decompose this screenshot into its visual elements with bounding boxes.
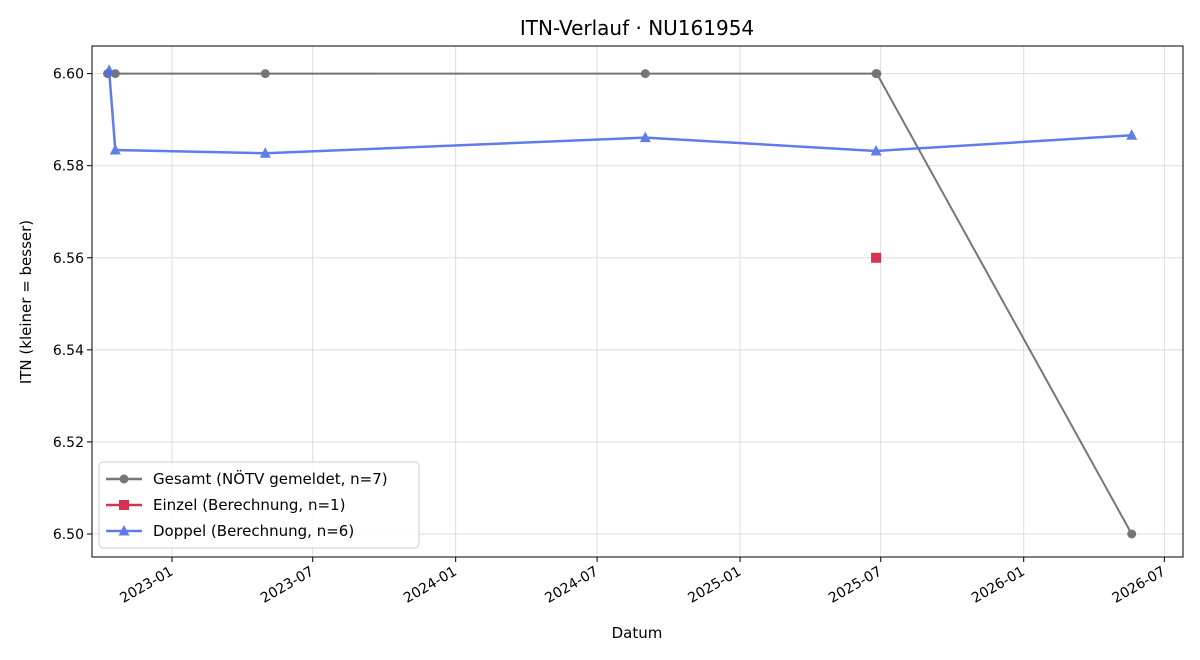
series-area bbox=[103, 64, 1138, 539]
series-2 bbox=[103, 64, 1138, 158]
x-tick-label: 2023-01 bbox=[117, 564, 176, 607]
data-point bbox=[1127, 529, 1137, 539]
series-line bbox=[107, 70, 1132, 155]
data-point bbox=[872, 69, 882, 79]
y-tick-label: 6.54 bbox=[53, 343, 84, 359]
y-tick-label: 6.52 bbox=[53, 435, 84, 451]
data-point bbox=[110, 69, 120, 79]
legend: Gesamt (NÖTV gemeldet, n=7) Einzel (Berec… bbox=[98, 461, 420, 549]
data-point bbox=[103, 64, 115, 75]
y-axis-title: ITN (kleiner = besser) bbox=[17, 220, 35, 384]
x-tick-label: 2026-01 bbox=[969, 564, 1028, 607]
chart-title: ITN-Verlauf · NU161954 bbox=[520, 16, 754, 40]
legend-box bbox=[98, 461, 420, 549]
data-point bbox=[1126, 129, 1138, 140]
y-tick-label: 6.58 bbox=[53, 159, 84, 175]
plot-frame bbox=[91, 45, 1184, 558]
data-point bbox=[109, 144, 121, 155]
x-tick-label: 2024-07 bbox=[542, 564, 601, 607]
x-axis: 2023-01 2023-07 2024-01 2024-07 2025-01 2025-… bbox=[117, 557, 1168, 607]
legend-marker bbox=[118, 525, 130, 536]
data-point bbox=[640, 69, 650, 79]
legend-label: Einzel (Berechnung, n=1) bbox=[153, 496, 345, 514]
x-tick-label: 2026-07 bbox=[1110, 564, 1169, 607]
data-point bbox=[870, 144, 882, 156]
series-1 bbox=[871, 252, 882, 263]
legend-entry bbox=[106, 474, 142, 484]
y-tick-label: 6.56 bbox=[53, 251, 84, 267]
y-axis: 6.50 6.52 6.54 6.56 6.58 6.60 bbox=[53, 67, 92, 543]
x-tick-label: 2025-07 bbox=[826, 564, 885, 607]
legend-label: Doppel (Berechnung, n=6) bbox=[153, 522, 354, 540]
y-tick-label: 6.50 bbox=[53, 527, 84, 543]
y-tick-label: 6.60 bbox=[53, 67, 84, 83]
x-axis-title: Datum bbox=[612, 624, 663, 642]
legend-marker bbox=[119, 500, 129, 510]
x-tick-label: 2024-01 bbox=[401, 564, 460, 607]
data-point bbox=[259, 147, 271, 158]
data-point bbox=[260, 69, 270, 79]
legend-marker bbox=[119, 474, 129, 484]
legend-entry bbox=[106, 500, 142, 510]
data-point bbox=[871, 252, 882, 263]
x-tick-label: 2025-01 bbox=[685, 564, 744, 607]
data-point bbox=[639, 131, 651, 143]
x-tick-label: 2023-07 bbox=[258, 564, 317, 607]
legend-label: Gesamt (NÖTV gemeldet, n=7) bbox=[153, 469, 388, 488]
legend-entry bbox=[106, 525, 142, 536]
